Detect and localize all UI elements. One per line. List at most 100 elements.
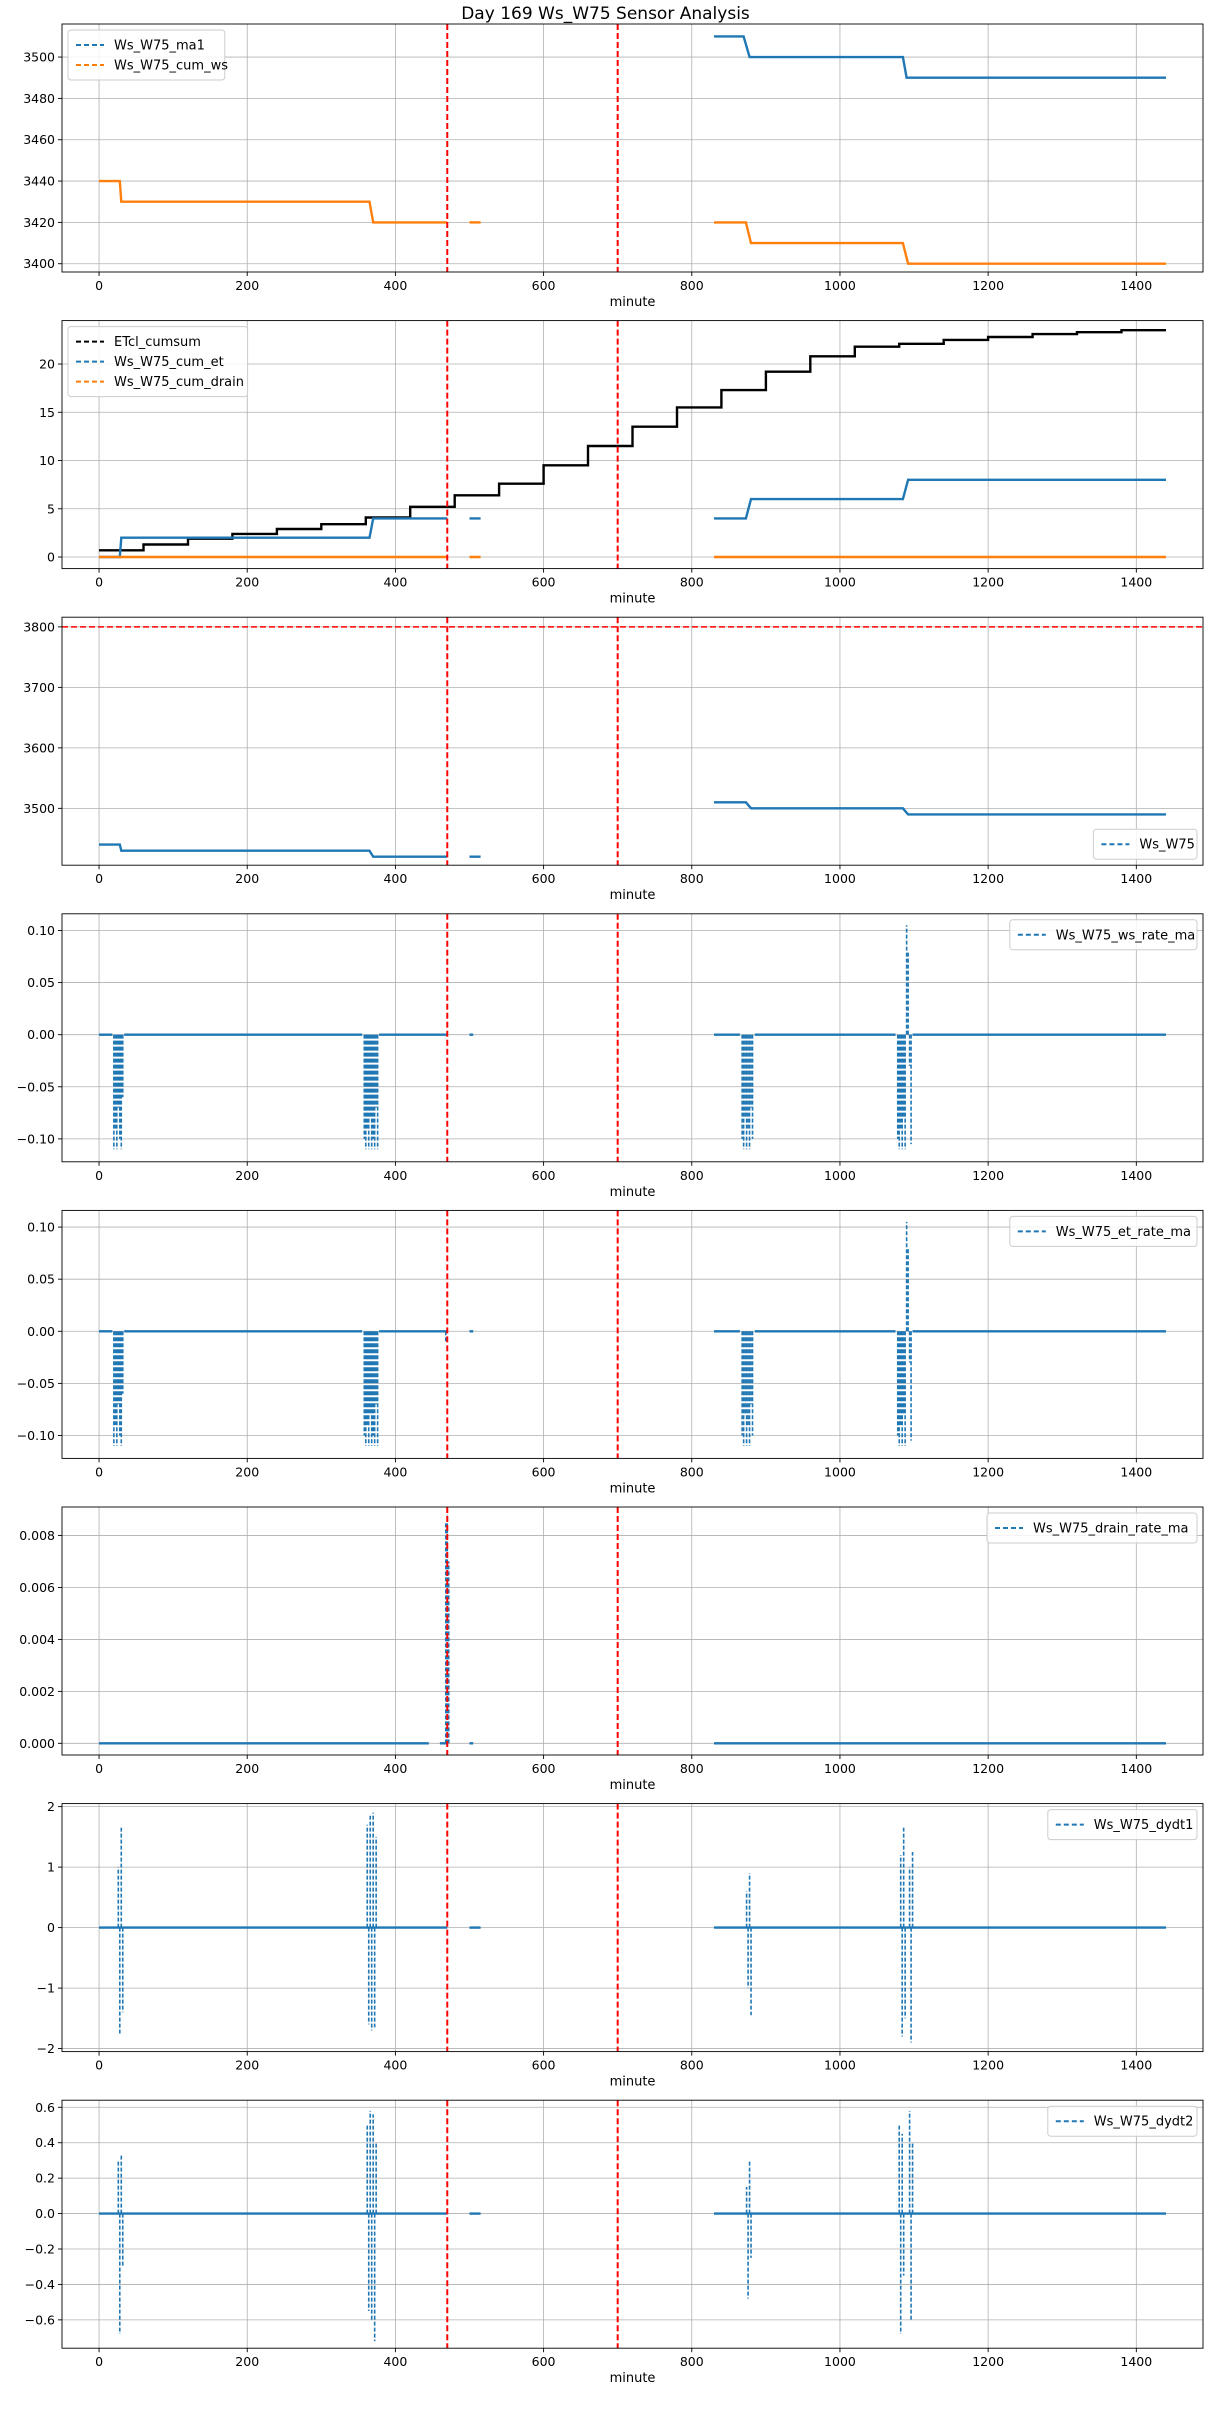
legend: Ws_W75_dydt1 — [1047, 1809, 1198, 1841]
x-tick-label: 600 — [532, 871, 556, 886]
legend-box — [986, 1512, 1198, 1544]
y-tick-label: 3400 — [23, 256, 55, 271]
x-tick-label: 600 — [532, 1761, 556, 1776]
legend: Ws_W75_dydt2 — [1047, 2105, 1198, 2137]
y-tick-label: 3480 — [23, 91, 55, 106]
x-tick-label: 1000 — [824, 1168, 856, 1183]
x-tick-label: 1200 — [972, 575, 1004, 590]
axes-frame — [61, 616, 1204, 866]
y-tick-label: 3440 — [23, 174, 55, 189]
y-tick-label: 0.10 — [27, 1220, 55, 1235]
x-axis-label: minute — [610, 2075, 656, 2090]
x-axis-label: minute — [610, 1778, 656, 1793]
figure-title: Day 169 Ws_W75 Sensor Analysis — [461, 4, 750, 24]
x-tick-label: 0 — [95, 1761, 103, 1776]
y-tick-label: 0.00 — [27, 1027, 55, 1042]
legend: Ws_W75 — [1092, 828, 1198, 860]
x-axis-label: minute — [610, 1185, 656, 1200]
y-tick-label: −0.05 — [17, 1376, 55, 1391]
x-tick-label: 200 — [235, 278, 259, 293]
plot-area — [99, 1514, 1166, 1745]
subplot-8: 0 200 400 600 800 1000 1200 1400 −0.6 −0.4 −0.2 0.0… — [25, 2099, 1204, 2386]
plot-area — [62, 626, 1203, 858]
x-tick-label: 1200 — [972, 2354, 1004, 2369]
legend-box — [67, 29, 226, 81]
subplot-1: 0 200 400 600 800 1000 1200 1400 3400 3420 3440 346… — [23, 23, 1204, 310]
x-tick-label: 1400 — [1120, 1464, 1152, 1479]
y-tick-label: 3420 — [23, 215, 55, 230]
axes-frame — [61, 23, 1204, 273]
x-tick-label: 800 — [680, 575, 704, 590]
x-tick-label: 600 — [532, 575, 556, 590]
x-tick-label: 800 — [680, 1464, 704, 1479]
x-tick-label: 1200 — [972, 278, 1004, 293]
y-tick-label: 1 — [47, 1860, 55, 1875]
x-tick-label: 0 — [95, 2354, 103, 2369]
y-tick-label: 10 — [39, 453, 55, 468]
x-tick-label: 0 — [95, 278, 103, 293]
x-tick-label: 0 — [95, 871, 103, 886]
legend-label: Ws_W75_drain_rate_ma — [1033, 1522, 1188, 1537]
x-tick-label: 800 — [680, 1168, 704, 1183]
x-tick-label: 200 — [235, 2354, 259, 2369]
axes-frame — [61, 1506, 1204, 1756]
x-tick-label: 600 — [532, 1168, 556, 1183]
series-line-Ws_W75 — [714, 801, 1166, 816]
x-tick-label: 400 — [383, 871, 407, 886]
x-tick-label: 400 — [383, 1464, 407, 1479]
x-tick-label: 0 — [95, 575, 103, 590]
x-tick-label: 400 — [383, 2058, 407, 2073]
y-tick-label: 0.4 — [35, 2135, 55, 2150]
x-tick-label: 1400 — [1120, 1761, 1152, 1776]
legend: Ws_W75_drain_rate_ma — [986, 1512, 1198, 1544]
x-tick-label: 0 — [95, 2058, 103, 2073]
legend: Ws_W75_ws_rate_ma — [1009, 919, 1198, 951]
y-tick-label: 3600 — [23, 740, 55, 755]
legend-label: Ws_W75_dydt1 — [1094, 1818, 1194, 1833]
subplot-5: 0 200 400 600 800 1000 1200 1400 −0.10 −0.05 0.00 0… — [17, 1209, 1204, 1496]
x-tick-label: 800 — [680, 871, 704, 886]
x-tick-label: 600 — [532, 278, 556, 293]
y-tick-label: 0.006 — [19, 1580, 55, 1595]
x-tick-label: 600 — [532, 1464, 556, 1479]
y-tick-label: −0.10 — [17, 1428, 55, 1443]
x-axis-label: minute — [610, 888, 656, 903]
y-tick-label: 0.2 — [35, 2171, 55, 2186]
x-tick-label: 1000 — [824, 2354, 856, 2369]
y-tick-label: 2 — [47, 1799, 55, 1814]
subplot-6: 0 200 400 600 800 1000 1200 1400 0.000 0.002 0.004… — [19, 1506, 1204, 1793]
series-line-Ws_W75_cum_et — [714, 478, 1166, 520]
legend-label: Ws_W75_cum_et — [114, 355, 224, 370]
legend-box — [1047, 2105, 1198, 2137]
legend-label: Ws_W75_cum_drain — [114, 375, 244, 390]
x-tick-label: 800 — [680, 2354, 704, 2369]
x-tick-label: 1400 — [1120, 1168, 1152, 1183]
legend-label: Ws_W75_et_rate_ma — [1056, 1225, 1191, 1240]
x-tick-label: 1000 — [824, 1761, 856, 1776]
x-tick-label: 200 — [235, 1464, 259, 1479]
legend-box — [1047, 1809, 1198, 1841]
x-tick-label: 1200 — [972, 1168, 1004, 1183]
legend-box — [1009, 919, 1198, 951]
x-tick-label: 200 — [235, 871, 259, 886]
y-tick-label: 0.002 — [19, 1684, 55, 1699]
x-tick-label: 800 — [680, 2058, 704, 2073]
legend: Ws_W75_et_rate_ma — [1009, 1215, 1198, 1247]
x-axis-label: minute — [610, 2371, 656, 2386]
x-axis-label: minute — [610, 1481, 656, 1496]
legend-label: Ws_W75_ma1 — [114, 39, 205, 54]
y-tick-label: 0 — [47, 550, 55, 565]
x-tick-label: 1400 — [1120, 2354, 1152, 2369]
x-tick-label: 800 — [680, 278, 704, 293]
x-tick-label: 1000 — [824, 278, 856, 293]
y-tick-label: 0.10 — [27, 923, 55, 938]
x-tick-label: 0 — [95, 1464, 103, 1479]
series-line-Ws_W75 — [99, 843, 448, 858]
y-tick-label: 0.05 — [27, 975, 55, 990]
x-tick-label: 200 — [235, 1761, 259, 1776]
x-axis-label: minute — [610, 295, 656, 310]
y-tick-label: 3700 — [23, 680, 55, 695]
legend: ETcl_cumsum Ws_W75_cum_et Ws_W75_cum_drain — [67, 326, 249, 398]
plot-area — [99, 2110, 1166, 2342]
y-tick-label: −1 — [37, 1981, 55, 1996]
